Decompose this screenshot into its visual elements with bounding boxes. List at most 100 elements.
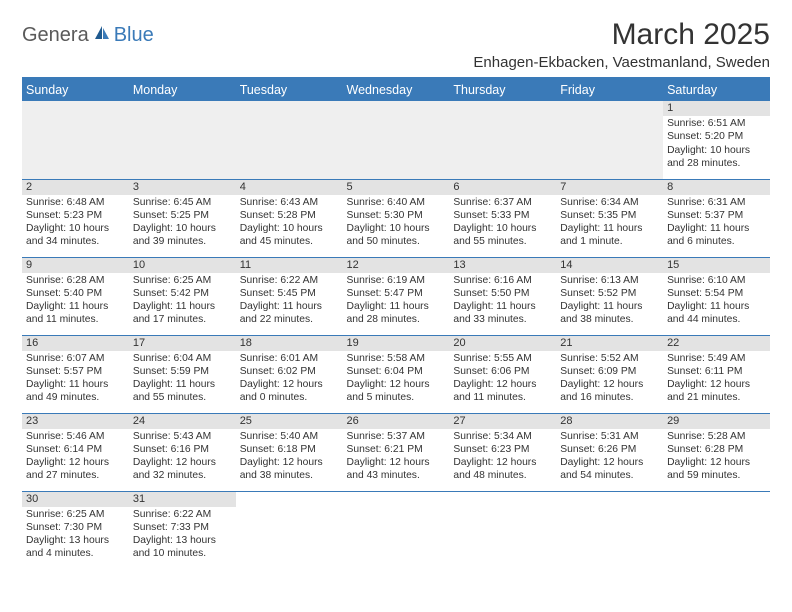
day-number: 14 [556, 258, 663, 273]
calendar-cell [22, 101, 129, 179]
day-body: Sunrise: 5:37 AMSunset: 6:21 PMDaylight:… [343, 429, 450, 485]
weekday-header: Wednesday [343, 79, 450, 101]
day-body: Sunrise: 6:48 AMSunset: 5:23 PMDaylight:… [22, 195, 129, 251]
day-line: and 10 minutes. [133, 547, 232, 560]
day-line: Daylight: 12 hours [560, 456, 659, 469]
day-line: Daylight: 10 hours [453, 222, 552, 235]
day-line: Daylight: 10 hours [240, 222, 339, 235]
day-line: and 50 minutes. [347, 235, 446, 248]
day-line: and 16 minutes. [560, 391, 659, 404]
day-body: Sunrise: 6:45 AMSunset: 5:25 PMDaylight:… [129, 195, 236, 251]
calendar-cell [236, 101, 343, 179]
day-number: 27 [449, 414, 556, 429]
day-line: Sunrise: 6:22 AM [240, 274, 339, 287]
day-line: Daylight: 11 hours [240, 300, 339, 313]
day-line: Sunrise: 6:13 AM [560, 274, 659, 287]
day-line: Daylight: 11 hours [133, 378, 232, 391]
day-line: Sunrise: 6:07 AM [26, 352, 125, 365]
day-line: Sunrise: 6:40 AM [347, 196, 446, 209]
day-number: 6 [449, 180, 556, 195]
day-line: Sunset: 6:06 PM [453, 365, 552, 378]
day-body: Sunrise: 6:22 AMSunset: 7:33 PMDaylight:… [129, 507, 236, 563]
weekday-header-row: Sunday Monday Tuesday Wednesday Thursday… [22, 79, 770, 101]
day-line: and 17 minutes. [133, 313, 232, 326]
day-body: Sunrise: 6:19 AMSunset: 5:47 PMDaylight:… [343, 273, 450, 329]
day-line: and 28 minutes. [667, 157, 766, 170]
day-line: and 4 minutes. [26, 547, 125, 560]
calendar-row: 23Sunrise: 5:46 AMSunset: 6:14 PMDayligh… [22, 413, 770, 491]
day-body: Sunrise: 5:55 AMSunset: 6:06 PMDaylight:… [449, 351, 556, 407]
day-number: 21 [556, 336, 663, 351]
day-line: Daylight: 11 hours [560, 300, 659, 313]
day-line: Sunset: 5:20 PM [667, 130, 766, 143]
calendar-cell: 13Sunrise: 6:16 AMSunset: 5:50 PMDayligh… [449, 257, 556, 335]
day-line: and 55 minutes. [453, 235, 552, 248]
day-line: and 1 minute. [560, 235, 659, 248]
day-line: Sunset: 5:28 PM [240, 209, 339, 222]
day-line: Sunrise: 6:01 AM [240, 352, 339, 365]
calendar-cell [236, 491, 343, 569]
day-line: Sunset: 6:23 PM [453, 443, 552, 456]
day-number: 2 [22, 180, 129, 195]
day-number: 29 [663, 414, 770, 429]
calendar-row: 30Sunrise: 6:25 AMSunset: 7:30 PMDayligh… [22, 491, 770, 569]
calendar-cell: 30Sunrise: 6:25 AMSunset: 7:30 PMDayligh… [22, 491, 129, 569]
day-line: Sunset: 5:54 PM [667, 287, 766, 300]
day-line: Sunrise: 6:43 AM [240, 196, 339, 209]
day-line: Sunrise: 6:22 AM [133, 508, 232, 521]
day-line: and 45 minutes. [240, 235, 339, 248]
calendar-cell: 24Sunrise: 5:43 AMSunset: 6:16 PMDayligh… [129, 413, 236, 491]
calendar-cell: 2Sunrise: 6:48 AMSunset: 5:23 PMDaylight… [22, 179, 129, 257]
day-line: Daylight: 12 hours [26, 456, 125, 469]
day-line: Daylight: 12 hours [347, 378, 446, 391]
calendar-cell: 22Sunrise: 5:49 AMSunset: 6:11 PMDayligh… [663, 335, 770, 413]
calendar-cell [556, 101, 663, 179]
day-line: and 11 minutes. [26, 313, 125, 326]
day-body: Sunrise: 6:25 AMSunset: 7:30 PMDaylight:… [22, 507, 129, 563]
day-body: Sunrise: 6:04 AMSunset: 5:59 PMDaylight:… [129, 351, 236, 407]
day-line: and 43 minutes. [347, 469, 446, 482]
day-line: Daylight: 10 hours [667, 144, 766, 157]
day-number: 1 [663, 101, 770, 116]
day-line: Sunset: 6:28 PM [667, 443, 766, 456]
header: Genera Blue March 2025 Enhagen-Ekbacken,… [22, 18, 770, 71]
day-line: Sunset: 5:47 PM [347, 287, 446, 300]
day-body: Sunrise: 5:31 AMSunset: 6:26 PMDaylight:… [556, 429, 663, 485]
day-body: Sunrise: 6:43 AMSunset: 5:28 PMDaylight:… [236, 195, 343, 251]
day-line: Sunrise: 5:55 AM [453, 352, 552, 365]
day-number: 28 [556, 414, 663, 429]
day-line: and 28 minutes. [347, 313, 446, 326]
day-number: 31 [129, 492, 236, 507]
title-block: March 2025 Enhagen-Ekbacken, Vaestmanlan… [473, 18, 770, 71]
day-line: Sunset: 5:35 PM [560, 209, 659, 222]
calendar-cell: 10Sunrise: 6:25 AMSunset: 5:42 PMDayligh… [129, 257, 236, 335]
day-line: Sunrise: 5:52 AM [560, 352, 659, 365]
day-line: and 32 minutes. [133, 469, 232, 482]
location-text: Enhagen-Ekbacken, Vaestmanland, Sweden [473, 54, 770, 71]
day-line: Sunrise: 5:40 AM [240, 430, 339, 443]
calendar-cell: 21Sunrise: 5:52 AMSunset: 6:09 PMDayligh… [556, 335, 663, 413]
day-line: Sunset: 6:04 PM [347, 365, 446, 378]
day-number: 16 [22, 336, 129, 351]
calendar-cell: 1Sunrise: 6:51 AMSunset: 5:20 PMDaylight… [663, 101, 770, 179]
day-line: Daylight: 11 hours [453, 300, 552, 313]
day-line: Daylight: 12 hours [667, 378, 766, 391]
day-line: Daylight: 10 hours [26, 222, 125, 235]
day-body: Sunrise: 6:31 AMSunset: 5:37 PMDaylight:… [663, 195, 770, 251]
day-line: and 22 minutes. [240, 313, 339, 326]
day-line: and 0 minutes. [240, 391, 339, 404]
day-line: and 49 minutes. [26, 391, 125, 404]
day-number: 7 [556, 180, 663, 195]
day-line: Sunrise: 5:28 AM [667, 430, 766, 443]
day-line: Sunrise: 6:28 AM [26, 274, 125, 287]
calendar-cell: 4Sunrise: 6:43 AMSunset: 5:28 PMDaylight… [236, 179, 343, 257]
day-line: Daylight: 12 hours [667, 456, 766, 469]
calendar-cell [449, 101, 556, 179]
day-line: Sunset: 6:26 PM [560, 443, 659, 456]
calendar-table: Sunday Monday Tuesday Wednesday Thursday… [22, 79, 770, 569]
day-line: Daylight: 11 hours [667, 300, 766, 313]
day-number: 30 [22, 492, 129, 507]
day-number: 22 [663, 336, 770, 351]
calendar-cell: 9Sunrise: 6:28 AMSunset: 5:40 PMDaylight… [22, 257, 129, 335]
day-line: and 33 minutes. [453, 313, 552, 326]
